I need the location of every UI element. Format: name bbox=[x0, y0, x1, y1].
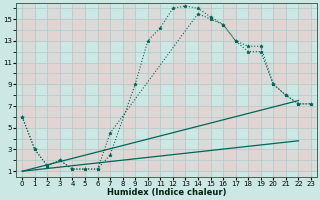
Bar bbox=[148, 3, 160, 177]
Bar bbox=[273, 3, 286, 177]
Bar bbox=[16, 106, 317, 128]
Bar bbox=[72, 3, 85, 177]
Bar bbox=[223, 3, 236, 177]
Bar bbox=[198, 3, 211, 177]
Bar bbox=[298, 3, 311, 177]
Bar bbox=[173, 3, 185, 177]
Bar bbox=[16, 19, 317, 41]
Bar bbox=[248, 3, 261, 177]
Bar bbox=[47, 3, 60, 177]
Bar bbox=[16, 63, 317, 84]
Bar bbox=[98, 3, 110, 177]
Bar bbox=[123, 3, 135, 177]
Bar bbox=[22, 3, 35, 177]
Bar bbox=[16, 149, 317, 171]
X-axis label: Humidex (Indice chaleur): Humidex (Indice chaleur) bbox=[107, 188, 226, 197]
